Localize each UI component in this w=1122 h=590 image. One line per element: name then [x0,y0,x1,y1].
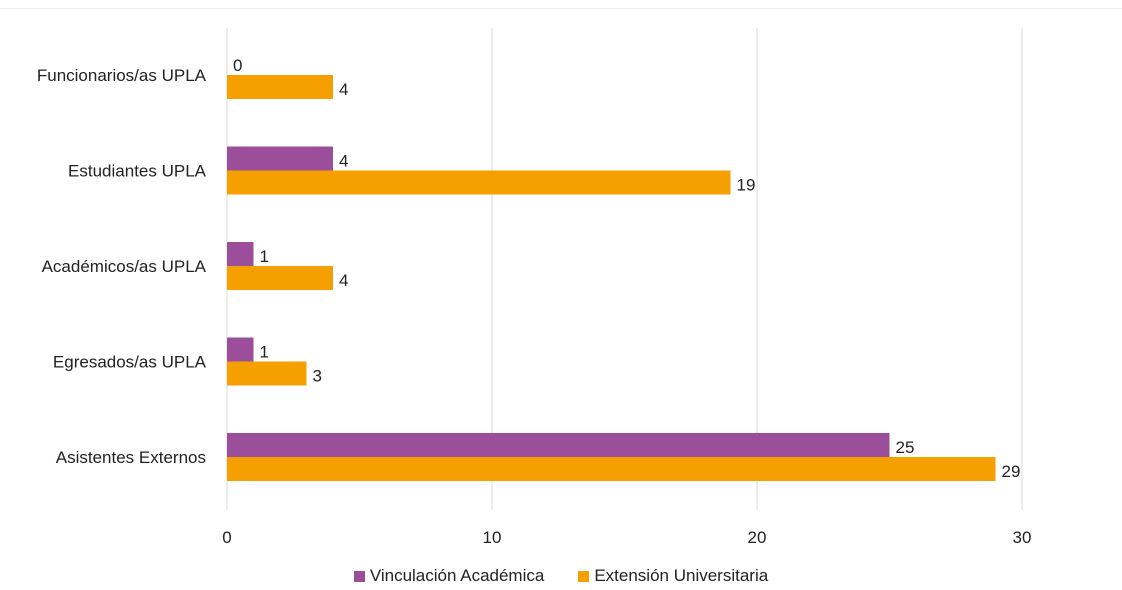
data-label-vinculacion: 4 [339,152,348,171]
top-rule [0,8,1122,9]
data-label-extension: 4 [339,271,348,290]
category-label: Académicos/as UPLA [42,257,207,276]
labels: 0 10 20 30 Funcionarios/as UPLA 0 4 Estudiantes… [37,56,1032,547]
legend-swatch-extension [578,570,590,582]
bar-extension [227,457,996,481]
legend-swatch-vinculacion [353,570,365,582]
data-label-extension: 29 [1002,462,1021,481]
data-label-vinculacion: 1 [260,247,269,266]
bar-vinculacion [227,337,254,362]
x-tick-label: 0 [222,528,231,547]
bars [227,75,996,481]
legend-label-extension: Extensión Universitaria [594,566,769,585]
bar-chart: 0 10 20 30 Funcionarios/as UPLA 0 4 Estudiantes… [37,28,1032,547]
data-label-extension: 3 [313,367,322,386]
category-label: Estudiantes UPLA [68,162,207,181]
bar-extension [227,170,731,195]
bar-vinculacion [227,242,254,266]
legend-label-vinculacion: Vinculación Académica [369,566,545,585]
category-label: Funcionarios/as UPLA [37,66,207,85]
bar-vinculacion [227,146,333,171]
bar-extension [227,75,333,99]
data-label-extension: 19 [737,176,756,195]
data-label-vinculacion: 1 [260,343,269,362]
legend: Vinculación Académica Extensión Universi… [0,566,1122,586]
legend-item-extension: Extensión Universitaria [578,566,768,586]
data-label-vinculacion: 25 [896,438,915,457]
category-label: Egresados/as UPLA [53,353,207,372]
bar-vinculacion [227,433,890,457]
x-tick-label: 20 [748,528,767,547]
bar-extension [227,361,307,386]
category-label: Asistentes Externos [56,448,206,467]
data-label-extension: 4 [339,80,348,99]
legend-item-vinculacion: Vinculación Académica [353,566,545,586]
bar-extension [227,266,333,290]
x-tick-label: 30 [1013,528,1032,547]
x-tick-label: 10 [483,528,502,547]
data-label-vinculacion: 0 [233,56,242,75]
